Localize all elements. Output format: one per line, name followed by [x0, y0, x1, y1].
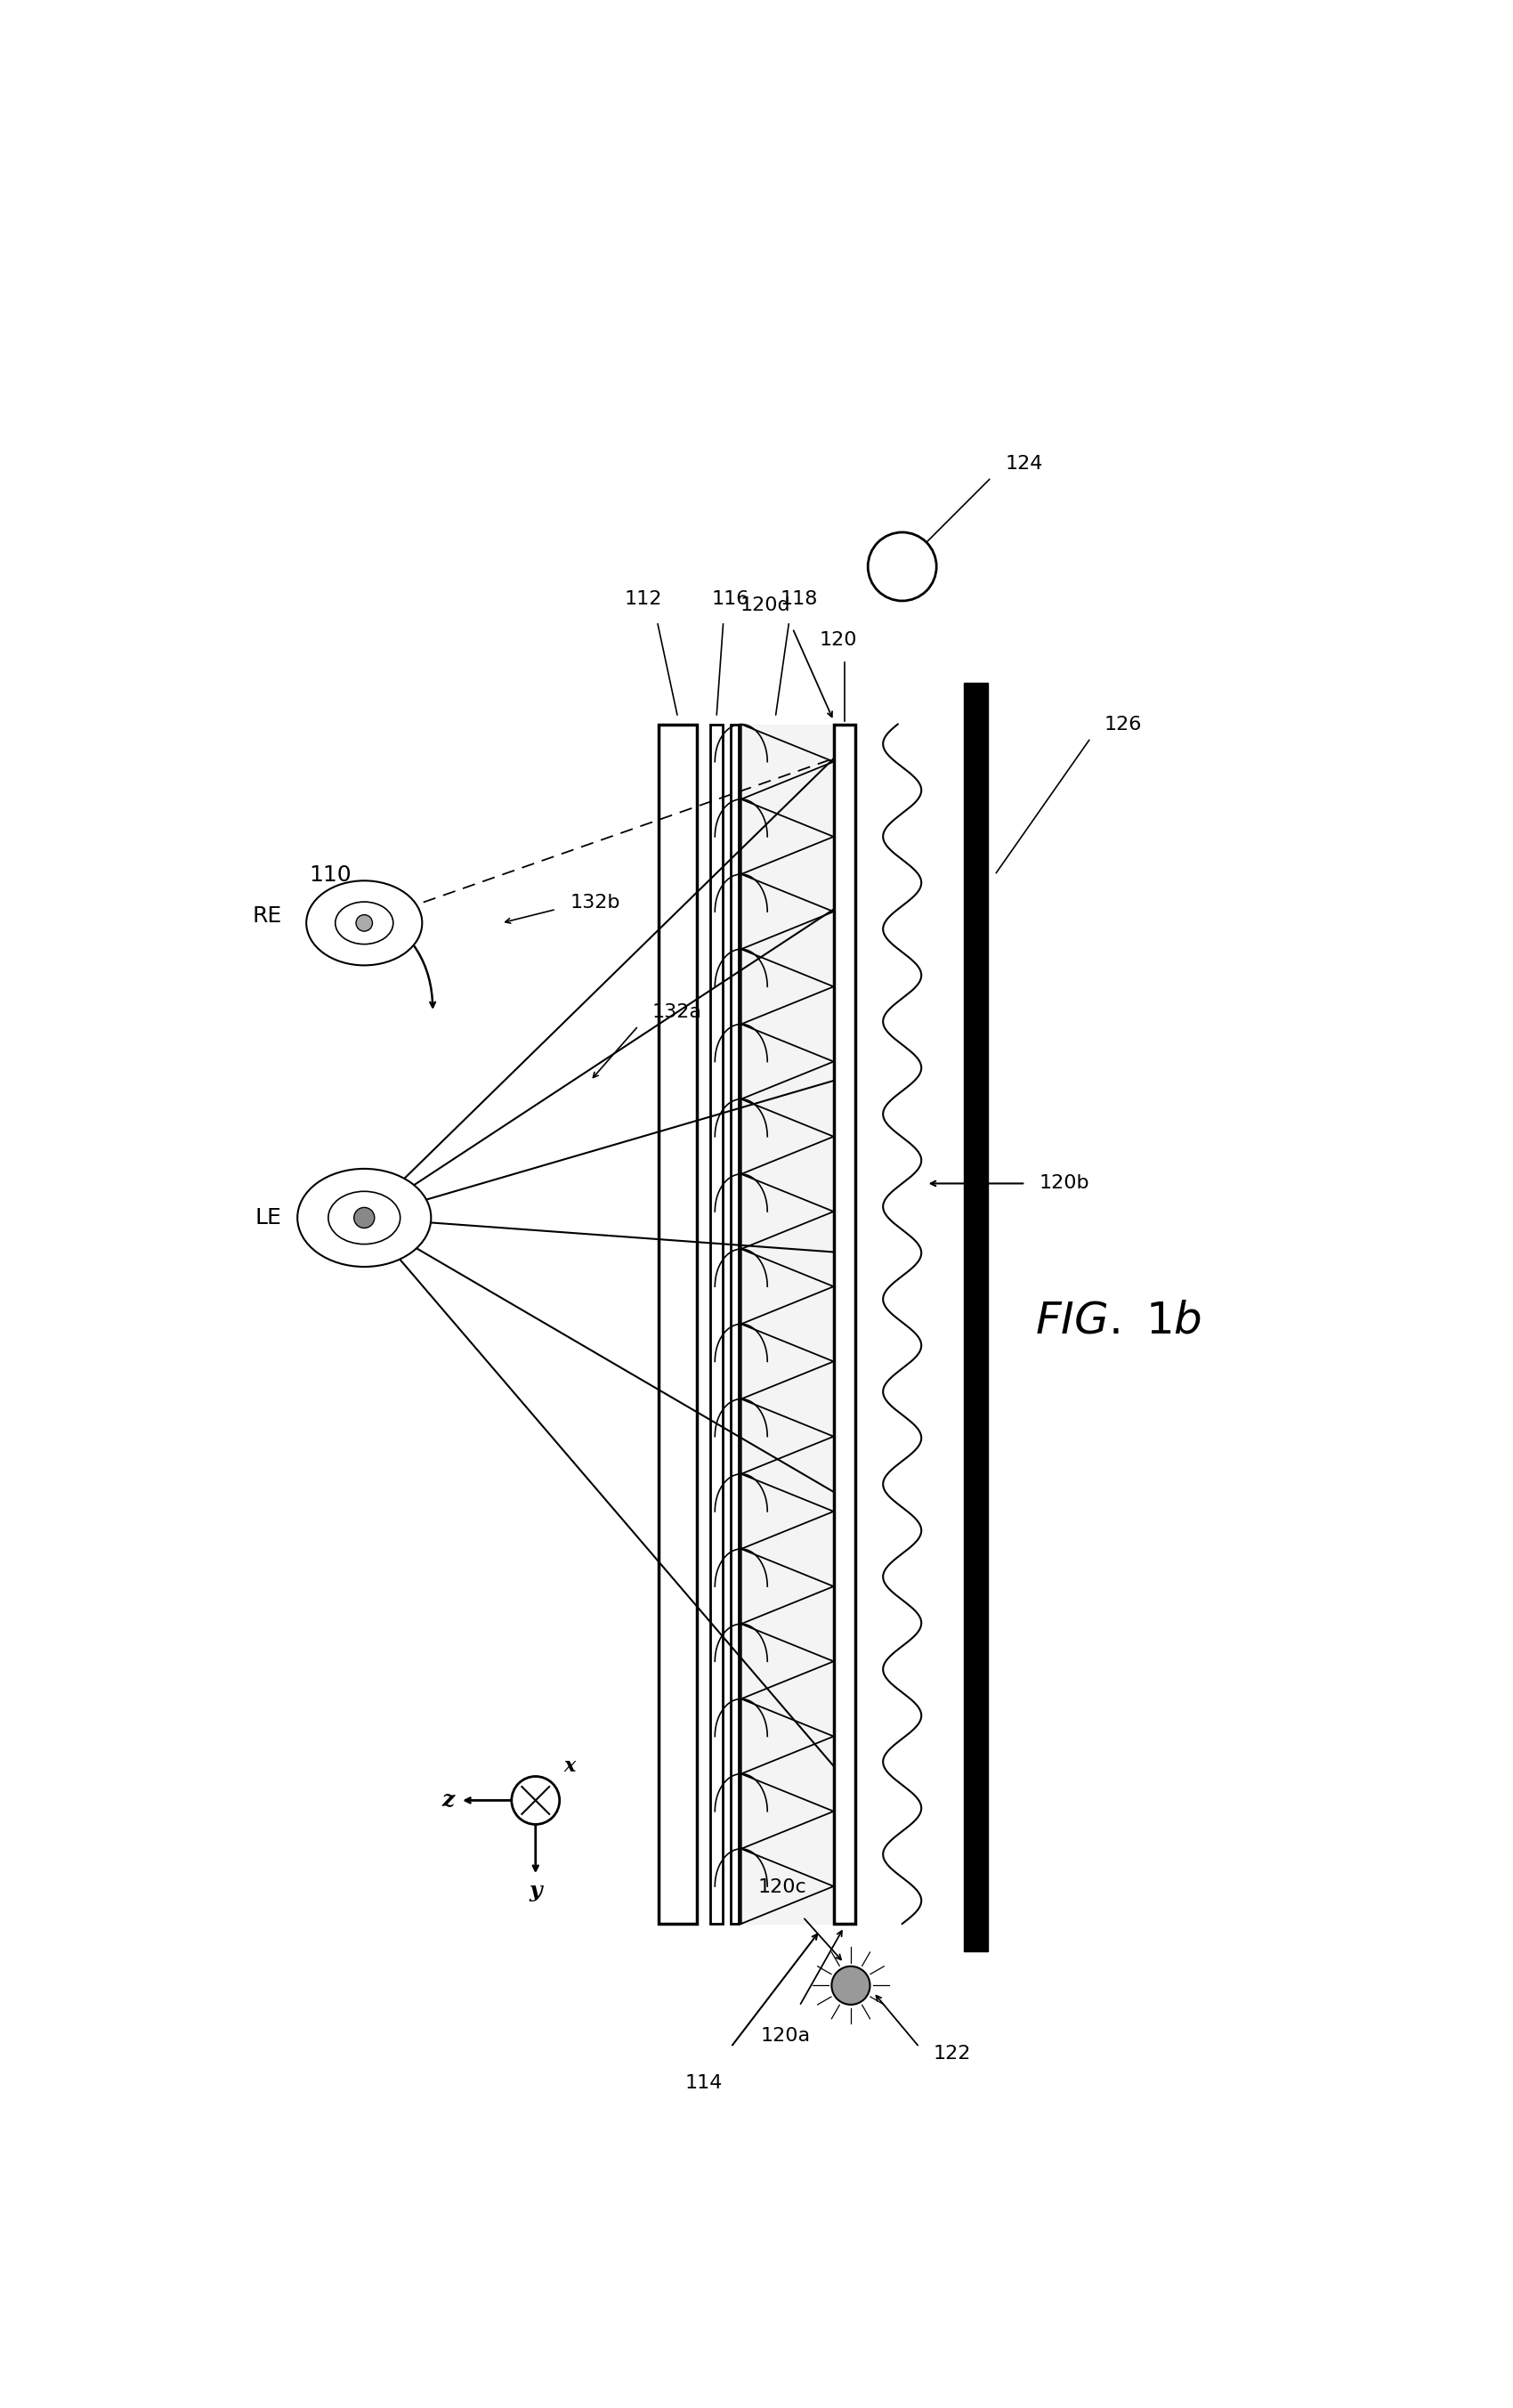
- Text: 112: 112: [625, 590, 663, 607]
- Text: 114: 114: [684, 2076, 722, 2093]
- Circle shape: [356, 915, 372, 932]
- Ellipse shape: [306, 881, 422, 966]
- Text: 120a: 120a: [761, 2028, 811, 2044]
- Bar: [660, 725, 696, 1924]
- Text: 124: 124: [1005, 455, 1042, 472]
- Text: 132a: 132a: [652, 1004, 702, 1021]
- Text: 120c: 120c: [758, 1878, 806, 1898]
- Ellipse shape: [336, 903, 393, 944]
- Text: 126: 126: [1104, 715, 1142, 732]
- Bar: [834, 725, 855, 1924]
- Text: $\mathit{FIG.\ 1b}$: $\mathit{FIG.\ 1b}$: [1035, 1298, 1201, 1344]
- Circle shape: [868, 532, 937, 602]
- Text: 120: 120: [819, 631, 856, 648]
- Text: 132b: 132b: [570, 893, 620, 910]
- Text: 120b: 120b: [1039, 1175, 1089, 1192]
- Text: z: z: [442, 1789, 454, 1811]
- Bar: [710, 725, 723, 1924]
- Bar: [731, 725, 738, 1924]
- Text: y: y: [530, 1881, 542, 1902]
- Text: RE: RE: [253, 905, 281, 927]
- Text: x: x: [564, 1755, 576, 1777]
- Circle shape: [354, 1206, 375, 1228]
- Text: 122: 122: [934, 2044, 971, 2064]
- Text: 116: 116: [711, 590, 749, 607]
- Bar: [964, 684, 988, 1950]
- Circle shape: [832, 1967, 870, 2003]
- Text: LE: LE: [256, 1206, 281, 1228]
- Ellipse shape: [328, 1192, 401, 1245]
- Text: 120d: 120d: [740, 597, 790, 614]
- Circle shape: [511, 1777, 560, 1825]
- Ellipse shape: [298, 1168, 431, 1267]
- Text: 110: 110: [309, 864, 351, 886]
- Text: 118: 118: [781, 590, 819, 607]
